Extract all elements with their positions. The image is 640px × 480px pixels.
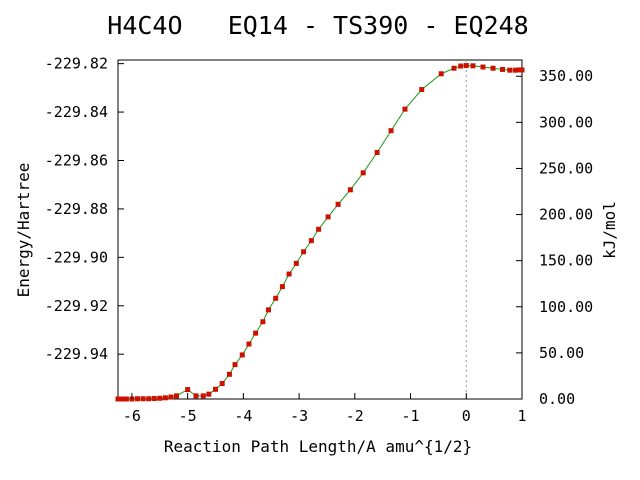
data-point-45 — [470, 63, 476, 69]
data-point-7 — [146, 396, 152, 402]
data-point-18 — [219, 381, 225, 386]
x-tick-label-0: -6 — [123, 407, 141, 425]
data-point-2 — [121, 396, 127, 402]
data-point-20 — [232, 362, 238, 368]
data-point-28 — [286, 271, 292, 277]
x-tick-label-2: -4 — [234, 407, 252, 425]
data-point-21 — [239, 352, 245, 358]
data-point-5 — [135, 396, 140, 402]
data-point-19 — [226, 371, 232, 377]
data-point-43 — [458, 63, 464, 69]
data-point-10 — [162, 395, 168, 401]
data-point-14 — [193, 393, 199, 399]
data-point-6 — [140, 396, 146, 402]
data-point-17 — [213, 386, 219, 392]
series-line — [118, 65, 522, 400]
data-point-35 — [347, 187, 353, 193]
data-point-27 — [279, 284, 285, 290]
data-points — [115, 63, 525, 402]
data-point-51 — [516, 67, 522, 73]
y2-tick-label-2: 100.00 — [539, 298, 593, 316]
data-point-12 — [174, 393, 180, 399]
x-axis-ticks: -6 -5 -4 -3 -2 -1 0 1 — [123, 393, 527, 425]
y-tick-label-6: -229.94 — [45, 345, 108, 363]
data-point-39 — [402, 106, 408, 112]
data-point-15 — [200, 393, 206, 399]
data-point-40 — [419, 87, 425, 93]
data-point-48 — [500, 66, 505, 72]
data-point-30 — [301, 249, 307, 255]
y2-axis-ticks: 0.00 50.00 100.00 150.00 200.00 250.00 300.00 3… — [516, 67, 593, 408]
plot-area — [115, 59, 525, 402]
data-point-46 — [480, 64, 486, 70]
data-point-33 — [325, 214, 331, 220]
y-tick-label-0: -229.82 — [45, 55, 108, 73]
data-point-44 — [463, 63, 469, 69]
data-point-37 — [374, 150, 380, 155]
data-point-11 — [168, 394, 174, 400]
x-tick-label-6: 0 — [462, 407, 471, 425]
y-axis-label: Energy/Hartree — [14, 163, 33, 298]
y2-tick-label-3: 150.00 — [539, 252, 593, 270]
y-tick-label-4: -229.90 — [45, 248, 108, 266]
x-tick-label-1: -5 — [179, 407, 197, 425]
data-point-23 — [253, 330, 259, 336]
y2-axis-label: kJ/mol — [600, 201, 619, 259]
y2-tick-label-4: 200.00 — [539, 206, 593, 224]
x-tick-label-4: -2 — [346, 407, 364, 425]
data-point-8 — [151, 396, 157, 402]
data-point-31 — [308, 238, 314, 244]
data-point-47 — [490, 65, 496, 71]
y-axis-ticks: -229.82 -229.84 -229.86 -229.88 -229.90 -229.… — [45, 55, 124, 363]
data-point-0 — [115, 396, 121, 402]
y2-tick-label-7: 350.00 — [539, 67, 593, 85]
data-point-29 — [293, 260, 299, 266]
data-point-38 — [388, 128, 394, 134]
data-point-13 — [185, 387, 191, 393]
data-point-16 — [206, 391, 212, 397]
data-point-52 — [519, 67, 525, 73]
x-tick-label-3: -3 — [290, 407, 308, 425]
data-point-32 — [316, 226, 322, 232]
y-tick-label-5: -229.92 — [45, 297, 108, 315]
y-tick-label-3: -229.88 — [45, 200, 108, 218]
x-axis-label: Reaction Path Length/A amu^{1/2} — [164, 437, 472, 456]
data-point-41 — [438, 71, 444, 77]
y-tick-label-2: -229.86 — [45, 151, 108, 169]
y2-tick-label-0: 0.00 — [539, 390, 575, 408]
data-point-1 — [118, 396, 124, 402]
data-point-22 — [246, 341, 252, 347]
data-point-49 — [507, 67, 513, 73]
data-point-9 — [157, 395, 163, 401]
data-point-50 — [512, 67, 518, 73]
y2-tick-label-5: 250.00 — [539, 159, 593, 177]
y2-tick-label-1: 50.00 — [539, 344, 584, 362]
data-point-24 — [260, 319, 266, 325]
x-tick-label-7: 1 — [517, 407, 526, 425]
data-point-42 — [451, 65, 457, 71]
y2-tick-label-6: 300.00 — [539, 113, 593, 131]
x-tick-label-5: -1 — [402, 407, 420, 425]
y-tick-label-1: -229.84 — [45, 103, 108, 121]
data-point-36 — [360, 170, 366, 176]
data-point-34 — [335, 201, 341, 207]
plot-frame — [117, 59, 523, 400]
data-point-25 — [265, 307, 271, 313]
chart-title: H4C4O EQ14 - TS390 - EQ248 — [107, 11, 528, 40]
data-point-26 — [273, 295, 279, 301]
data-point-3 — [123, 396, 129, 402]
